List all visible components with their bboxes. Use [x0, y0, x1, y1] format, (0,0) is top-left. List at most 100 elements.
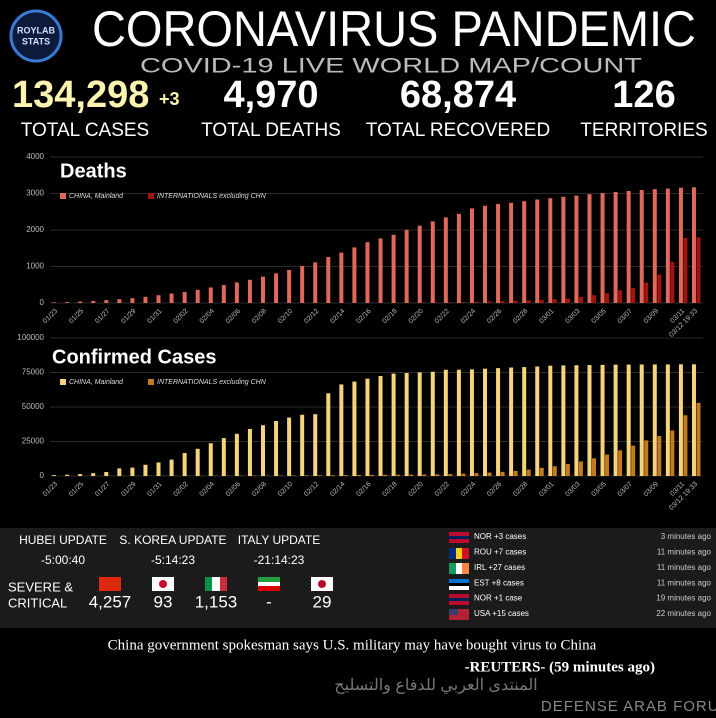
bar	[469, 208, 474, 303]
bar	[117, 299, 122, 303]
feed: NOR +3 cases 3 minutes ago ROU +7 cases 11 …	[474, 532, 712, 618]
stat-value: 68,874	[400, 74, 516, 116]
bar	[330, 475, 335, 476]
stat-value: 126	[612, 74, 675, 116]
news-headline: China government spokesman says U.S. mil…	[108, 637, 597, 653]
bar	[104, 472, 109, 476]
bar	[461, 473, 466, 476]
bar	[130, 467, 135, 476]
logo	[9, 9, 63, 63]
stat-value: 134,298	[12, 74, 149, 116]
bar	[652, 189, 657, 303]
bar	[456, 369, 461, 476]
bar	[565, 463, 570, 476]
bar	[600, 193, 605, 303]
bar	[574, 365, 579, 476]
feed-time: 11 minutes ago	[657, 578, 712, 587]
bar	[300, 414, 305, 476]
bar	[605, 454, 610, 476]
bar	[274, 421, 279, 476]
severe-value: 93	[154, 592, 173, 611]
bar	[665, 364, 670, 476]
bar	[448, 474, 453, 476]
bar	[130, 298, 135, 303]
bar	[143, 296, 148, 303]
bar	[221, 438, 226, 476]
feed-text: NOR +3 cases	[474, 532, 526, 541]
bar	[208, 443, 213, 476]
bar	[526, 469, 531, 476]
chart-title: Confirmed Cases	[52, 346, 217, 368]
bar	[539, 467, 544, 476]
y-tick-label: 100000	[17, 333, 44, 342]
bar	[430, 371, 435, 476]
feed-time: 19 minutes ago	[656, 594, 711, 603]
bar	[552, 299, 557, 303]
bar	[274, 273, 279, 303]
bar	[665, 188, 670, 303]
bar	[391, 373, 396, 476]
bar	[304, 475, 309, 476]
bar	[522, 201, 527, 303]
bar	[678, 187, 683, 303]
bar	[513, 470, 518, 476]
bar	[574, 195, 579, 303]
bar	[339, 252, 344, 303]
bar	[91, 473, 96, 476]
bar	[605, 293, 610, 303]
update-time: -21:14:23	[254, 553, 305, 567]
bar	[287, 417, 292, 476]
bar	[396, 474, 401, 476]
bar	[287, 269, 292, 303]
y-tick-label: 0	[40, 298, 45, 307]
bar	[552, 466, 557, 476]
bar	[548, 198, 553, 303]
bar	[469, 369, 474, 476]
bar	[352, 247, 357, 303]
feed-time: 11 minutes ago	[657, 548, 712, 557]
bar	[657, 435, 662, 476]
bar	[587, 365, 592, 476]
bar	[52, 302, 57, 303]
bar	[626, 190, 631, 303]
bar	[652, 364, 657, 476]
bar	[369, 474, 374, 476]
bar	[365, 242, 370, 303]
y-tick-label: 1000	[26, 262, 44, 271]
bar	[500, 471, 505, 476]
y-tick-label: 0	[40, 471, 45, 480]
y-tick-label: 75000	[22, 368, 45, 377]
update-time: -5:00:40	[41, 553, 85, 567]
legend-label: CHINA, Mainland	[69, 193, 124, 200]
bar	[548, 365, 553, 476]
bar	[378, 376, 383, 476]
bar	[456, 213, 461, 303]
bar	[78, 301, 83, 303]
bar	[234, 433, 239, 476]
bar	[52, 475, 57, 476]
bar	[578, 296, 583, 303]
logo-text: STATS	[22, 36, 50, 46]
y-tick-label: 4000	[26, 152, 44, 161]
bar	[195, 448, 200, 476]
title: CORONAVIRUS PANDEMIC	[92, 1, 696, 57]
bar	[639, 364, 644, 476]
bar	[65, 474, 70, 476]
y-tick-label: 25000	[22, 437, 45, 446]
bar	[670, 430, 675, 476]
bar	[326, 257, 331, 303]
y-tick-label: 2000	[26, 225, 44, 234]
bar	[417, 372, 422, 476]
severe-value: 1,153	[195, 592, 238, 611]
bar	[526, 300, 531, 303]
bar	[417, 225, 422, 303]
bar	[535, 366, 540, 476]
bar	[474, 473, 479, 476]
stat-label: TERRITORIES	[580, 120, 707, 141]
bar	[591, 295, 596, 303]
bar	[352, 381, 357, 476]
bar	[587, 194, 592, 303]
bar	[409, 474, 414, 476]
bar	[639, 189, 644, 303]
bar	[326, 393, 331, 476]
